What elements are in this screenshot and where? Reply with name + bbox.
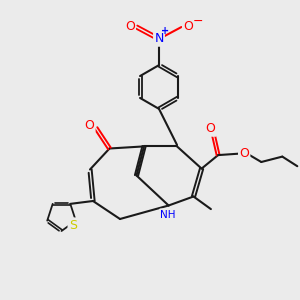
Text: O: O (125, 20, 135, 33)
Text: NH: NH (160, 209, 176, 220)
Text: O: O (206, 122, 215, 136)
Text: O: O (239, 147, 249, 160)
Text: +: + (161, 26, 169, 37)
Text: O: O (85, 118, 94, 132)
Text: S: S (69, 219, 77, 232)
Text: O: O (183, 20, 193, 33)
Text: −: − (193, 15, 203, 28)
Text: N: N (154, 32, 164, 46)
